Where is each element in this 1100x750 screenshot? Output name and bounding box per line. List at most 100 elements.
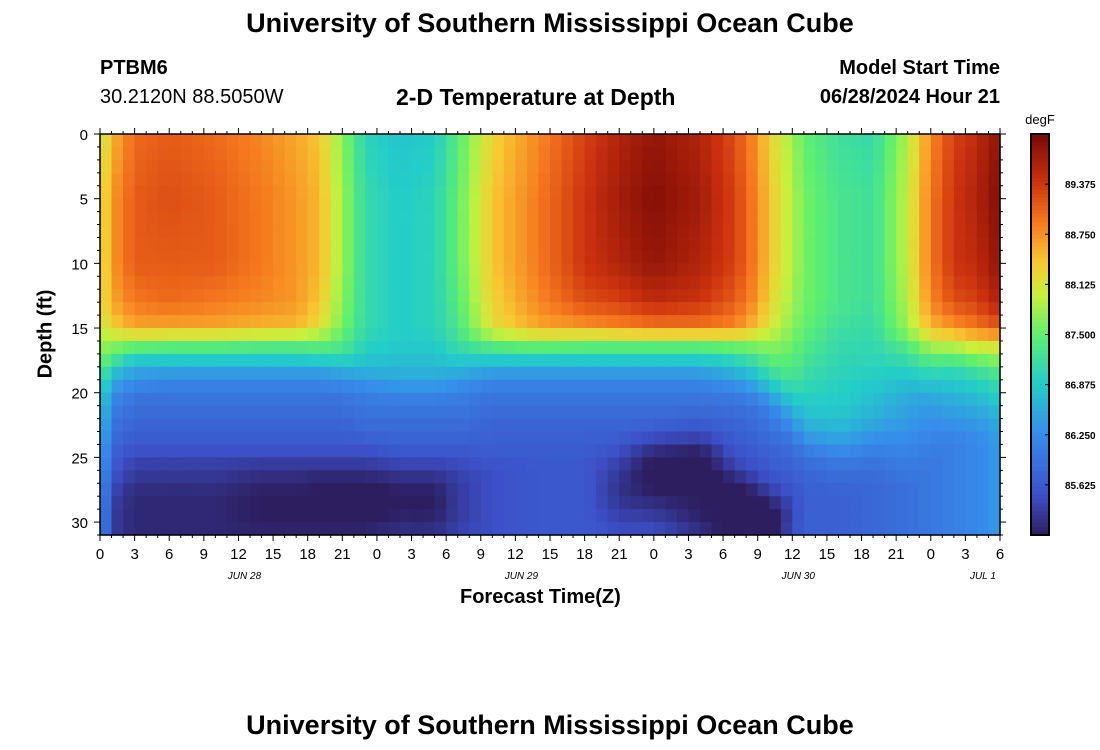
heatmap-cell xyxy=(561,444,574,458)
heatmap-cell xyxy=(596,483,609,497)
heatmap-cell xyxy=(111,366,124,381)
heatmap-cell xyxy=(734,340,747,355)
heatmap-cell xyxy=(838,353,851,368)
heatmap-cell xyxy=(238,250,251,264)
heatmap-cell xyxy=(296,353,309,368)
heatmap-cell xyxy=(723,496,736,510)
heatmap-cell xyxy=(596,134,609,148)
heatmap-cell xyxy=(192,328,205,342)
heatmap-cell xyxy=(492,198,505,213)
heatmap-cell xyxy=(700,353,713,368)
heatmap-cell xyxy=(457,211,470,226)
heatmap-cell xyxy=(584,405,597,420)
heatmap-cell xyxy=(469,522,482,536)
heatmap-cell xyxy=(261,302,274,316)
heatmap-cell xyxy=(100,250,113,264)
heatmap-cell xyxy=(723,340,736,355)
x-date-label: JUN 30 xyxy=(781,571,816,582)
heatmap-cell xyxy=(515,496,528,510)
heatmap-cell xyxy=(319,172,332,187)
heatmap-cell xyxy=(861,211,874,226)
heatmap-cell xyxy=(746,198,759,213)
heatmap-cell xyxy=(561,522,574,536)
heatmap-cell xyxy=(723,405,736,420)
heatmap-cell xyxy=(607,353,620,368)
heatmap-cell xyxy=(665,315,678,329)
heatmap-cell xyxy=(319,328,332,342)
heatmap-cell xyxy=(919,172,932,187)
heatmap-cell xyxy=(653,483,666,497)
heatmap-cell xyxy=(573,315,586,329)
heatmap-cell xyxy=(769,315,782,329)
heatmap-cell xyxy=(780,392,793,407)
heatmap-cell xyxy=(434,172,447,187)
heatmap-cell xyxy=(134,172,147,187)
heatmap-cell xyxy=(688,224,701,239)
heatmap-cell xyxy=(988,379,1001,394)
heatmap-cell xyxy=(526,405,540,420)
heatmap-cell xyxy=(850,392,863,407)
heatmap-cell xyxy=(284,418,297,433)
heatmap-cell xyxy=(550,366,563,381)
heatmap-cell xyxy=(180,457,193,471)
heatmap-cell xyxy=(250,185,263,200)
heatmap-cell xyxy=(723,315,736,329)
heatmap-cell xyxy=(711,237,724,252)
heatmap-cell xyxy=(503,185,516,200)
heatmap-cell xyxy=(157,315,170,329)
heatmap-cell xyxy=(353,224,366,239)
heatmap-cell xyxy=(538,289,551,303)
heatmap-cell xyxy=(296,224,309,239)
heatmap-cell xyxy=(492,496,505,510)
heatmap-cell xyxy=(550,237,563,252)
heatmap-cell xyxy=(457,457,470,471)
heatmap-cell xyxy=(134,392,147,407)
heatmap-cell xyxy=(596,392,609,407)
heatmap-cell xyxy=(688,431,701,446)
heatmap-cell xyxy=(757,457,770,471)
heatmap-cell xyxy=(757,289,770,303)
heatmap-cell xyxy=(296,172,309,187)
heatmap-cell xyxy=(376,302,390,316)
heatmap-cell xyxy=(226,392,240,407)
heatmap-cell xyxy=(723,224,736,239)
heatmap-cell xyxy=(815,483,828,497)
heatmap-cell xyxy=(215,418,228,433)
heatmap-cell xyxy=(896,302,909,316)
heatmap-cell xyxy=(365,276,378,290)
heatmap-cell xyxy=(792,457,805,471)
heatmap-cell xyxy=(526,185,540,200)
heatmap-cell xyxy=(215,340,228,355)
heatmap-cell xyxy=(480,522,493,536)
heatmap-cell xyxy=(769,185,782,200)
heatmap-cell xyxy=(180,250,193,264)
heatmap-cell xyxy=(469,172,482,187)
heatmap-cell xyxy=(134,198,147,213)
heatmap-cell xyxy=(180,444,193,458)
heatmap-cell xyxy=(850,366,863,381)
heatmap-cell xyxy=(584,185,597,200)
heatmap-cell xyxy=(526,483,540,497)
heatmap-cell xyxy=(550,496,563,510)
colorbar-segment xyxy=(1031,358,1049,364)
heatmap-cell xyxy=(907,302,920,316)
heatmap-cell xyxy=(400,172,413,187)
heatmap-cell xyxy=(792,353,805,368)
heatmap-cell xyxy=(250,172,263,187)
heatmap-cell xyxy=(757,392,770,407)
x-tick-label: 15 xyxy=(265,546,282,563)
heatmap-cell xyxy=(100,431,113,446)
heatmap-cell xyxy=(861,431,874,446)
heatmap-cell xyxy=(100,379,113,394)
heatmap-cell xyxy=(480,159,493,174)
heatmap-cell xyxy=(700,379,713,394)
heatmap-cell xyxy=(700,250,713,264)
heatmap-cell xyxy=(953,198,966,213)
heatmap-cell xyxy=(838,496,851,510)
heatmap-cell xyxy=(457,198,470,213)
heatmap-cell xyxy=(307,483,320,497)
heatmap-cell xyxy=(803,289,816,303)
heatmap-cell xyxy=(723,134,736,148)
heatmap-cell xyxy=(573,353,586,368)
heatmap-cell xyxy=(896,457,909,471)
